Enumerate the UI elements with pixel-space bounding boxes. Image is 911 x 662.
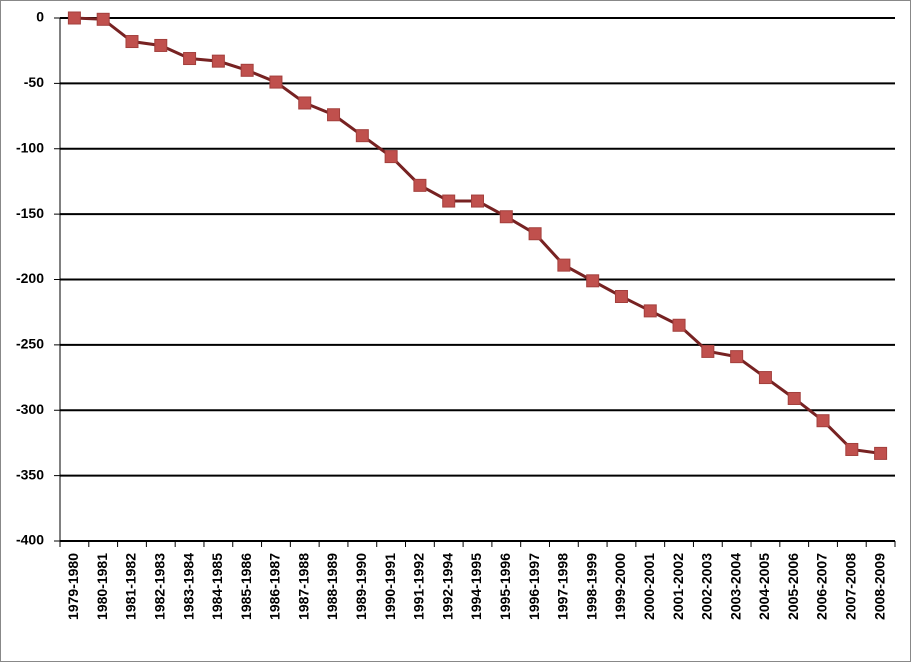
data-marker [672,318,686,332]
x-tick-label: 2002-2003 [699,553,715,620]
data-marker [96,12,110,26]
data-marker [269,75,283,89]
data-marker [183,52,197,66]
y-tick-label: -200 [16,270,44,286]
x-tick-label: 1995-1996 [497,553,513,620]
data-marker [211,54,225,68]
data-marker [327,108,341,122]
x-tick-label: 2008-2009 [871,553,887,620]
data-marker [413,178,427,192]
data-marker [67,11,81,25]
data-marker [586,274,600,288]
x-tick-label: 1999-2000 [612,553,628,620]
data-marker [154,38,168,52]
data-marker [298,96,312,110]
x-tick-label: 1987-1988 [295,553,311,620]
data-marker [643,304,657,318]
y-tick-label: -250 [16,336,44,352]
x-tick-label: 1994-1995 [468,553,484,620]
x-tick-label: 1982-1983 [151,553,167,620]
data-marker [816,414,830,428]
y-tick-label: -300 [16,401,44,417]
x-tick-label: 1998-1999 [583,553,599,620]
x-tick-label: 2001-2002 [670,553,686,620]
x-tick-label: 1989-1990 [353,553,369,620]
x-tick-label: 2006-2007 [814,553,830,620]
x-tick-label: 2000-2001 [641,553,657,620]
x-tick-label: 2004-2005 [756,553,772,620]
data-marker [240,63,254,77]
x-tick-label: 1985-1986 [238,553,254,620]
data-marker [614,289,628,303]
data-marker [787,391,801,405]
y-tick-label: -150 [16,205,44,221]
x-tick-label: 1992-1994 [439,553,455,620]
data-marker [557,258,571,272]
y-tick-label: -400 [16,532,44,548]
x-tick-label: 1991-1992 [411,553,427,620]
x-tick-label: 1981-1982 [123,553,139,620]
data-marker [355,129,369,143]
data-marker [384,150,398,164]
x-tick-label: 1997-1998 [555,553,571,620]
x-tick-label: 1984-1985 [209,553,225,620]
data-marker [528,227,542,241]
data-marker [845,442,859,456]
data-marker [442,194,456,208]
data-marker [874,446,888,460]
x-tick-label: 1983-1984 [180,553,196,620]
x-tick-label: 2007-2008 [843,553,859,620]
x-tick-label: 1996-1997 [526,553,542,620]
data-marker [758,371,772,385]
data-marker [471,194,484,208]
x-tick-label: 1979-1980 [65,553,81,620]
x-tick-label: 1986-1987 [267,553,283,620]
data-marker [730,350,744,364]
y-tick-label: -350 [16,466,44,482]
data-marker [701,344,715,358]
y-tick-label: -50 [24,74,44,90]
y-tick-label: 0 [36,9,44,25]
data-marker [125,35,139,49]
y-tick-label: -100 [16,139,44,155]
x-tick-label: 1990-1991 [382,553,398,620]
x-tick-label: 2003-2004 [727,553,743,620]
x-tick-label: 2005-2006 [785,553,801,620]
data-marker [499,210,513,224]
x-tick-label: 1988-1989 [324,553,340,620]
x-tick-label: 1980-1981 [94,553,110,620]
